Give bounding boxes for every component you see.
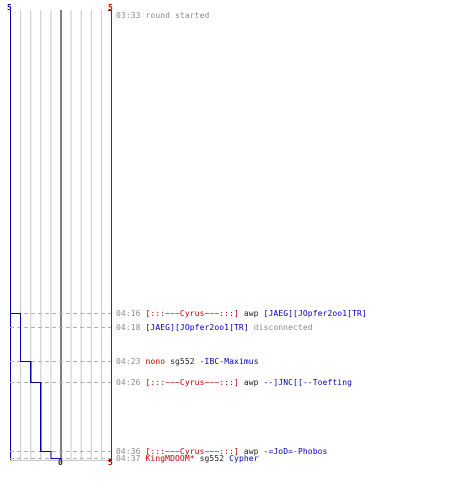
blue-player-name: Cypher bbox=[229, 454, 259, 463]
event-timestamp: 04:18 bbox=[116, 323, 141, 332]
red-top-score: 5 bbox=[108, 3, 113, 12]
event-timestamp: 04:36 bbox=[116, 447, 141, 456]
kill-log-entry: 04:16 [:::~~~Cyrus~~~:::] awp [JAEG][JOp… bbox=[116, 309, 367, 319]
event-text: disconnected bbox=[248, 323, 313, 332]
red-player-name: [:::~~~Cyrus~~~:::] bbox=[145, 447, 239, 456]
kill-log-entry: 04:26 [:::~~~Cyrus~~~:::] awp --]JNC[[--… bbox=[116, 378, 352, 388]
red-player-name: KingMDOOM* bbox=[145, 454, 195, 463]
event-text: sg552 bbox=[165, 357, 200, 366]
blue-player-name: --]JNC[[--Toefting bbox=[263, 378, 353, 387]
blue-player-name: -IBC-Maximus bbox=[199, 357, 259, 366]
red-player-name: nono bbox=[145, 357, 166, 366]
event-text: awp bbox=[238, 309, 264, 318]
event-timestamp: 04:26 bbox=[116, 378, 141, 387]
blue-score-line bbox=[9, 10, 62, 460]
kill-log-entry: 04:18 [JAEG][JOpfer2oo1[TR] disconnected bbox=[116, 323, 313, 333]
event-text: awp bbox=[238, 378, 264, 387]
event-timestamp: 04:37 bbox=[116, 454, 141, 463]
event-text: awp bbox=[238, 447, 264, 456]
event-text: round started bbox=[145, 11, 210, 20]
blue-player-name: [JAEG][JOpfer2oo1[TR] bbox=[145, 323, 249, 332]
blue-player-name: [JAEG][JOpfer2oo1[TR] bbox=[263, 309, 367, 318]
event-timestamp: 04:16 bbox=[116, 309, 141, 318]
kill-log-entry: 04:37 KingMDOOM* sg552 Cypher bbox=[116, 454, 259, 464]
blue-player-name: -=JoD=-Phobos bbox=[263, 447, 328, 456]
event-text: sg552 bbox=[194, 454, 230, 463]
event-timestamp: 04:23 bbox=[116, 357, 141, 366]
red-player-name: [:::~~~Cyrus~~~:::] bbox=[145, 309, 239, 318]
red-bottom-score: 5 bbox=[108, 458, 113, 467]
event-timestamp: 03:33 bbox=[116, 11, 141, 20]
blue-top-score: 5 bbox=[7, 3, 12, 12]
red-player-name: [:::~~~Cyrus~~~:::] bbox=[145, 378, 239, 387]
kill-log-entry: 04:36 [:::~~~Cyrus~~~:::] awp -=JoD=-Pho… bbox=[116, 447, 327, 457]
round-start-entry: 03:33 round started bbox=[116, 11, 209, 21]
kill-log-entry: 04:23 nono sg552 -IBC-Maximus bbox=[116, 357, 259, 367]
center-bottom-score: 0 bbox=[58, 458, 63, 467]
